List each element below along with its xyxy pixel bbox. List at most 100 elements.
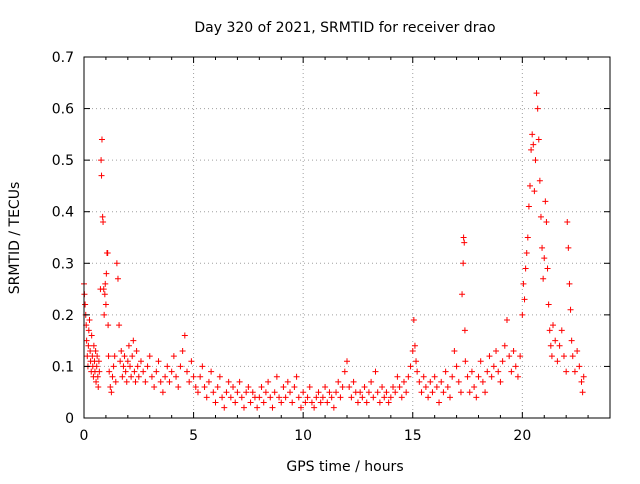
data-point [545,301,552,308]
data-point [245,384,252,391]
data-point [449,373,456,380]
data-point [461,239,468,246]
data-point [459,291,466,298]
data-point [258,384,265,391]
data-point [529,131,536,138]
data-point [392,389,399,396]
data-point [537,213,544,220]
data-point [100,286,107,293]
data-point [260,399,267,406]
data-point [488,373,495,380]
data-point [256,394,263,401]
x-tick-label: 10 [294,428,312,444]
data-point [282,394,289,401]
data-point [479,378,486,385]
data-point [477,358,484,365]
data-point [326,389,333,396]
data-point [564,219,571,226]
data-point [578,378,585,385]
data-point [125,342,132,349]
data-point [431,373,438,380]
data-point [563,368,570,375]
data-point [490,363,497,370]
data-point [234,389,241,396]
data-point [317,399,324,406]
data-point [146,353,153,360]
data-point [521,296,528,303]
data-point [223,389,230,396]
data-point [528,146,535,153]
x-tick-label: 20 [513,428,531,444]
data-point [532,157,539,164]
data-point [87,347,94,354]
data-point [93,363,100,370]
data-point [390,384,397,391]
data-point [124,358,131,365]
data-point [95,384,102,391]
data-point [101,311,108,318]
data-point [436,399,443,406]
data-point [297,404,304,411]
data-point [576,363,583,370]
data-point [199,363,206,370]
data-point [104,249,111,256]
data-point [567,306,574,313]
data-point [181,332,188,339]
data-point [140,368,147,375]
data-point [98,172,105,179]
data-point [276,394,283,401]
data-point [468,368,475,375]
data-point [164,363,171,370]
data-point [102,280,109,287]
data-point [137,358,144,365]
data-point [227,394,234,401]
data-point [273,373,280,380]
data-point [212,399,219,406]
data-point [129,353,136,360]
data-point [98,136,105,143]
data-point [168,368,175,375]
data-point [464,373,471,380]
grid-lines [84,57,610,418]
data-point [357,389,364,396]
data-point [106,368,113,375]
data-point [462,358,469,365]
data-point [519,311,526,318]
data-point [194,389,201,396]
data-point [105,322,112,329]
data-point [442,368,449,375]
data-point [173,373,180,380]
data-point [556,342,563,349]
data-point [219,394,226,401]
data-point [411,342,418,349]
data-point [128,373,135,380]
data-point [497,378,504,385]
data-point [453,363,460,370]
data-point [117,358,124,365]
data-point [376,399,383,406]
data-point [293,373,300,380]
data-point [324,399,331,406]
data-point [179,347,186,354]
data-point [121,353,128,360]
data-point [541,255,548,262]
data-point [197,373,204,380]
data-point [243,389,250,396]
data-point [533,90,540,97]
data-point [341,368,348,375]
data-point [144,363,151,370]
data-point [429,389,436,396]
data-point [267,394,274,401]
data-point [522,265,529,272]
data-point [304,394,311,401]
data-point [359,394,366,401]
data-point [503,317,510,324]
data-point [112,378,119,385]
data-point [547,342,554,349]
data-point [84,353,91,360]
data-point [523,249,530,256]
data-point [265,378,272,385]
data-point [455,378,462,385]
y-axis-label: SRMTID / TECUs [7,182,23,295]
